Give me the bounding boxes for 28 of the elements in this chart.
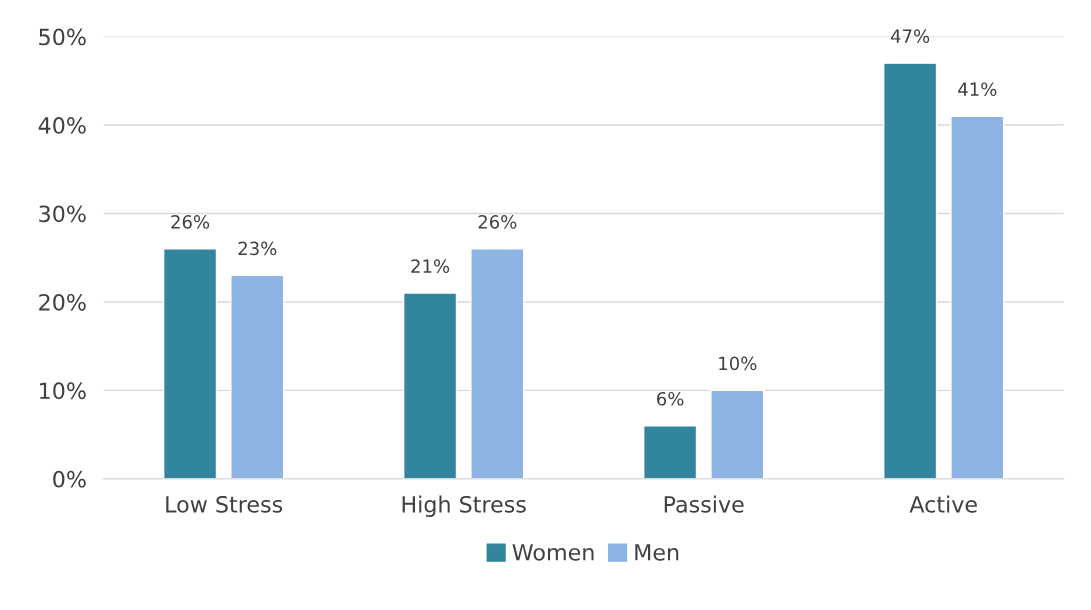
- data-label: 26%: [171, 215, 210, 229]
- bar: [402, 292, 458, 479]
- data-label: 21%: [411, 259, 450, 273]
- bar: [710, 389, 765, 479]
- bar: [162, 248, 218, 479]
- y-tick-label: 10%: [40, 382, 86, 400]
- y-tick-label: 0%: [53, 470, 86, 488]
- legend-label: Men: [635, 544, 679, 561]
- x-tick-label: Active: [909, 495, 977, 513]
- data-label: 26%: [478, 215, 517, 229]
- bar: [883, 62, 938, 479]
- data-label: 47%: [890, 29, 930, 43]
- data-label: 41%: [958, 82, 997, 97]
- x-tick-label: High Stress: [402, 495, 526, 518]
- data-label: 6%: [657, 391, 684, 406]
- data-label: 10%: [719, 356, 757, 371]
- legend-label: Women: [512, 544, 594, 561]
- x-tick-label: Low Stress: [166, 495, 283, 513]
- data-label: 23%: [238, 241, 277, 256]
- y-tick-label: 20%: [39, 293, 86, 311]
- y-tick-label: 50%: [39, 28, 86, 46]
- bar: [230, 274, 285, 479]
- y-tick-label: 30%: [39, 205, 86, 223]
- x-tick-label: Passive: [664, 495, 744, 513]
- bar: [642, 425, 698, 479]
- y-tick-label: 40%: [38, 117, 86, 134]
- bar: [470, 248, 525, 479]
- bar: [950, 115, 1005, 479]
